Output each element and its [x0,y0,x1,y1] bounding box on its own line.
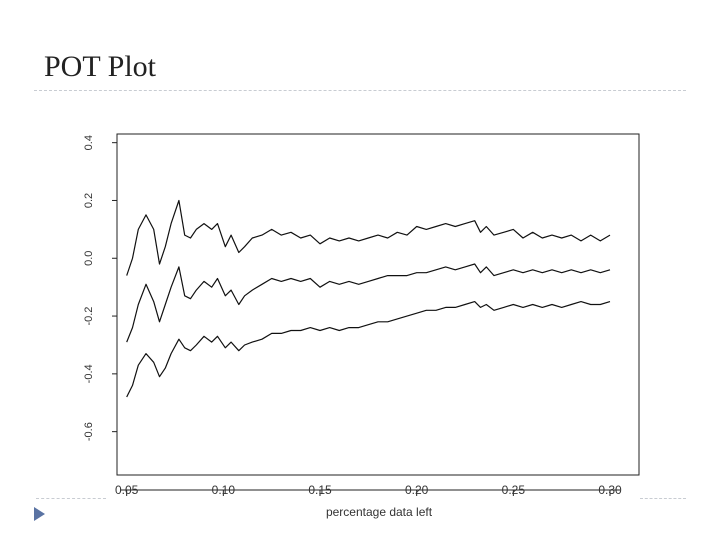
x-axis-label: percentage data left [326,505,433,519]
title-divider [34,90,686,91]
x-tick-label: 0.15 [308,483,332,497]
y-tick-label: -0.6 [83,422,95,441]
series-lines [126,199,611,398]
x-tick-label: 0.30 [598,483,622,497]
x-tick-label: 0.20 [405,483,429,497]
plot-frame [116,133,640,476]
pot-plot-chart: 0.40.20.0-0.2-0.4-0.6 0.05 0.10 0.15 0.20 0.… [83,133,640,519]
y-tick-label: 0.4 [83,135,95,150]
y-ticks: 0.4 0.2 0.0 -0.2 -0.4 -0.6 [83,135,117,441]
footer-divider-left [36,498,106,499]
footer-divider-right [640,498,686,499]
x-ticks: 0.05 0.10 0.15 0.20 0.25 0.30 [115,483,622,497]
lower-bound-line [126,301,611,398]
y-tick-label: 0.2 [83,193,95,208]
upper-bound-line [126,199,611,276]
x-tick-label: 0.10 [212,483,236,497]
estimate-line [126,263,611,343]
triangle-bullet-icon [34,507,45,521]
x-tick-label: 0.05 [115,483,139,497]
y-tick-label: -0.2 [83,307,95,326]
x-tick-label: 0.25 [502,483,526,497]
y-tick-label: 0.0 [83,251,95,266]
slide-title: POT Plot [44,50,156,83]
y-tick-label: -0.4 [83,364,95,383]
